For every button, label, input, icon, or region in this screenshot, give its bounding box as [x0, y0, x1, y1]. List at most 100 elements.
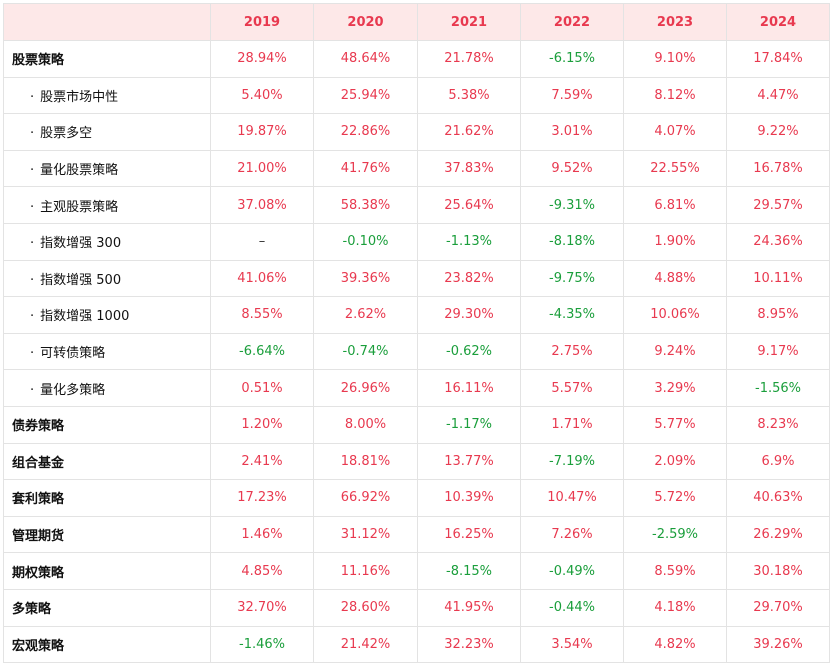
return-value-cell: 41.95%	[417, 588, 521, 627]
return-value-cell: 29.57%	[726, 186, 830, 224]
return-value-cell: 1.20%	[210, 405, 314, 444]
return-value-cell: 3.29%	[623, 369, 727, 407]
return-value-cell: 13.77%	[417, 442, 521, 481]
return-value-cell: 10.39%	[417, 479, 521, 517]
table-row: 多策略 32.70% 28.60% 41.95% -0.44% 4.18% 29.70%	[3, 588, 830, 627]
return-value-cell: -1.56%	[726, 369, 830, 407]
return-value-cell: 8.59%	[623, 552, 727, 590]
table-body: 股票策略28.94%48.64%21.78%-6.15%9.10%17.84%股…	[3, 40, 830, 664]
return-value-cell: 37.08%	[210, 186, 314, 224]
return-value-cell: 10.11%	[726, 259, 830, 298]
return-value-cell: 5.77%	[623, 405, 727, 444]
return-value-cell: -6.64%	[210, 332, 314, 371]
return-value-cell: 5.57%	[520, 369, 624, 407]
return-value-cell: 25.64%	[417, 186, 521, 224]
return-value-cell: 30.18%	[726, 552, 830, 590]
return-value-cell: -0.49%	[520, 552, 624, 590]
sub-strategy-label: 股票市场中性	[3, 76, 211, 115]
return-value-cell: -6.15%	[520, 40, 624, 78]
return-value-cell: 10.06%	[623, 296, 727, 334]
sub-strategy-label: 量化多策略	[3, 369, 211, 407]
return-value-cell: 21.78%	[417, 40, 521, 78]
table-row: 组合基金 2.41% 18.81% 13.77% -7.19% 2.09% 6.9%	[3, 442, 830, 481]
return-value-cell: 7.26%	[520, 515, 624, 554]
return-value-cell: 37.83%	[417, 149, 521, 188]
year-header: 2020	[313, 3, 418, 41]
return-value-cell: 2.75%	[520, 332, 624, 371]
year-header: 2024	[726, 3, 830, 41]
return-value-cell: 48.64%	[313, 40, 418, 78]
return-value-cell: 8.95%	[726, 296, 830, 334]
strategy-label: 管理期货	[3, 515, 211, 554]
return-value-cell: 9.17%	[726, 332, 830, 371]
return-value-cell: 39.26%	[726, 625, 830, 664]
return-value-cell: 26.29%	[726, 515, 830, 554]
returns-table-container: 2019 2020 2021 2022 2023 2024 股票策略 28.94%…	[3, 3, 830, 664]
return-value-cell: 28.94%	[210, 40, 314, 78]
return-value-cell: 31.12%	[313, 515, 418, 554]
return-value-cell: 39.36%	[313, 259, 418, 298]
strategy-label: 宏观策略	[3, 625, 211, 664]
return-value-cell: 16.11%	[417, 369, 521, 407]
return-value-cell: -1.46%	[210, 625, 314, 664]
sub-strategy-label: 指数增强 1000	[3, 296, 211, 334]
return-value-cell: 9.24%	[623, 332, 727, 371]
return-value-cell: 40.63%	[726, 479, 830, 517]
sub-strategy-label: 主观股票策略	[3, 186, 211, 224]
sub-strategy-label: 量化股票策略	[3, 149, 211, 188]
return-value-cell: 66.92%	[313, 479, 418, 517]
year-header: 2019	[210, 3, 314, 41]
sub-strategy-label: 股票多空	[3, 113, 211, 151]
strategy-label: 股票策略	[3, 40, 211, 78]
return-value-cell: 21.42%	[313, 625, 418, 664]
return-value-cell: 7.59%	[520, 76, 624, 115]
return-value-cell: -9.31%	[520, 186, 624, 224]
table-row: 套利策略 17.23% 66.92% 10.39% 10.47% 5.72% 40.63%	[3, 479, 830, 517]
return-value-cell: -1.13%	[417, 222, 521, 261]
return-value-cell: 8.23%	[726, 405, 830, 444]
table-row: 期权策略 4.85% 11.16% -8.15% -0.49% 8.59% 30.18%	[3, 552, 830, 590]
return-value-cell: 16.25%	[417, 515, 521, 554]
return-value-cell: 58.38%	[313, 186, 418, 224]
return-value-cell: -8.18%	[520, 222, 624, 261]
return-value-cell: 9.52%	[520, 149, 624, 188]
return-value-cell: 22.55%	[623, 149, 727, 188]
return-value-cell: 2.62%	[313, 296, 418, 334]
return-value-cell: 5.40%	[210, 76, 314, 115]
return-value-cell: 1.46%	[210, 515, 314, 554]
sub-strategy-label: 指数增强 300	[3, 222, 211, 261]
return-value-cell: -8.15%	[417, 552, 521, 590]
return-value-cell: -1.17%	[417, 405, 521, 444]
return-value-cell: 19.87%	[210, 113, 314, 151]
strategy-returns-table: 2019 2020 2021 2022 2023 2024 股票策略 28.94%…	[3, 3, 830, 664]
table-row: 管理期货 1.46% 31.12% 16.25% 7.26% -2.59% 26.29%	[3, 515, 830, 554]
return-value-cell: 2.41%	[210, 442, 314, 481]
return-value-cell: 4.47%	[726, 76, 830, 115]
return-value-cell: -0.44%	[520, 588, 624, 627]
return-value-cell: 5.72%	[623, 479, 727, 517]
sub-strategy-label: 可转债策略	[3, 332, 211, 371]
strategy-label: 期权策略	[3, 552, 211, 590]
return-value-cell: 41.06%	[210, 259, 314, 298]
return-value-cell: 0.51%	[210, 369, 314, 407]
return-value-cell: 29.70%	[726, 588, 830, 627]
return-value-cell: 1.71%	[520, 405, 624, 444]
return-value-cell: -9.75%	[520, 259, 624, 298]
return-value-cell: 23.82%	[417, 259, 521, 298]
year-header: 2021	[417, 3, 521, 41]
table-header: 2019 2020 2021 2022 2023 2024	[3, 3, 830, 41]
return-value-cell: 26.96%	[313, 369, 418, 407]
return-value-cell: 6.81%	[623, 186, 727, 224]
return-value-cell: 21.62%	[417, 113, 521, 151]
return-value-cell: 9.22%	[726, 113, 830, 151]
return-value-cell: -0.10%	[313, 222, 418, 261]
year-header: 2022	[520, 3, 624, 41]
return-value-cell: 4.85%	[210, 552, 314, 590]
table-row: 指数增强 300–-0.10%-1.13%-8.18%1.90%24.36%	[3, 222, 830, 261]
return-value-cell: 24.36%	[726, 222, 830, 261]
return-value-cell: 28.60%	[313, 588, 418, 627]
return-value-cell: 21.00%	[210, 149, 314, 188]
